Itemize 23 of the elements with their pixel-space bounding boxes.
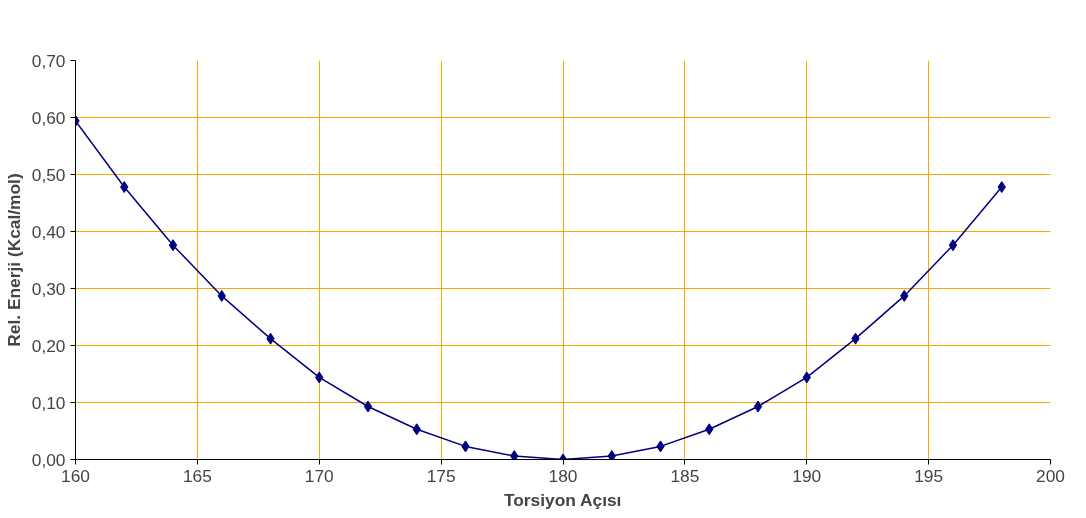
- point: [753, 400, 763, 413]
- y-tick-label: 0,30: [31, 278, 66, 299]
- x-tick-label: 170: [304, 465, 334, 486]
- x-tick-label: 195: [914, 465, 944, 486]
- x-tick-label: 165: [182, 465, 212, 486]
- x-tick-label: 200: [1036, 465, 1065, 486]
- y-axis-title: Rel. Enerji (Kcal/mol): [3, 173, 24, 347]
- y-tick-label: 0,40: [31, 221, 66, 242]
- y-tick-label: 0,20: [31, 335, 66, 356]
- point: [510, 450, 519, 460]
- y-tick-label: 0,60: [31, 107, 66, 128]
- x-tick-label: 185: [670, 465, 700, 486]
- y-tick-label: 0,50: [31, 164, 66, 185]
- y-tick-label: 0,10: [31, 392, 66, 413]
- x-tick-label: 175: [426, 465, 456, 486]
- point: [607, 450, 616, 460]
- y-tick-label: 0,70: [31, 50, 66, 71]
- point: [168, 239, 178, 252]
- x-tick-label: 190: [792, 465, 822, 486]
- x-tick-label: 180: [548, 465, 578, 486]
- point: [948, 239, 958, 252]
- x-axis-title: Torsiyon Açısı: [503, 489, 622, 510]
- point: [363, 400, 373, 413]
